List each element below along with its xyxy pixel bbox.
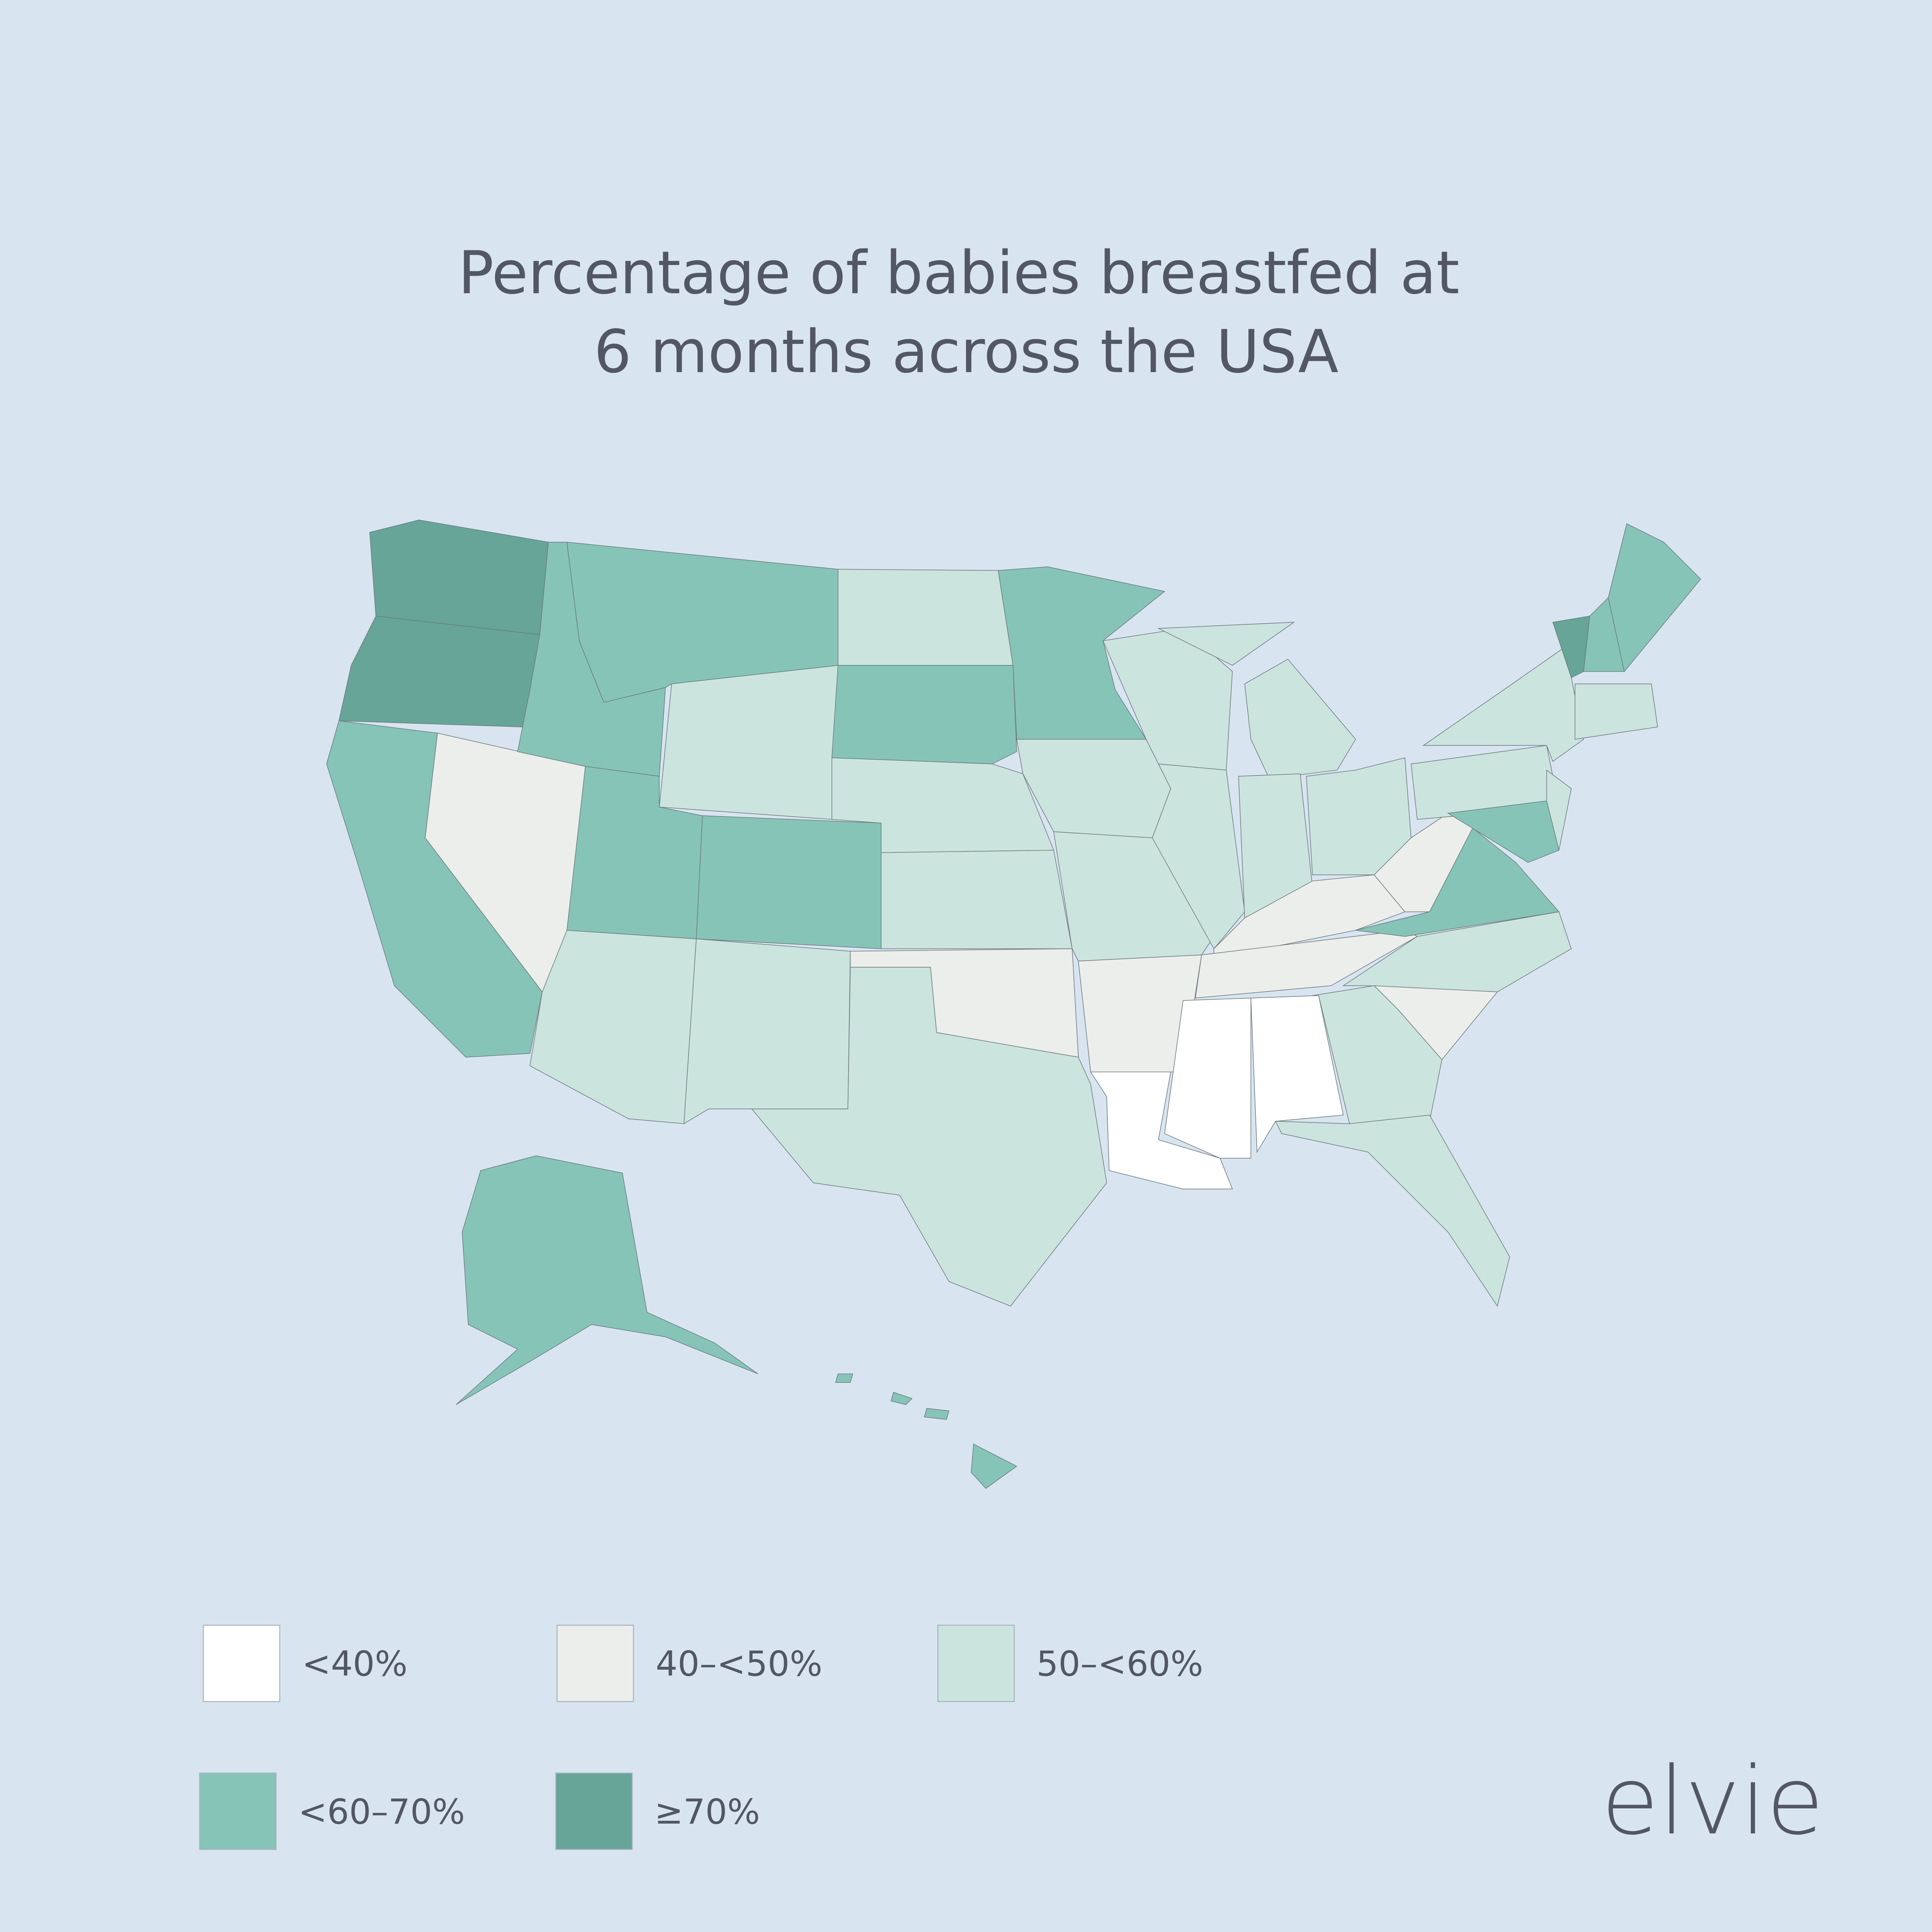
state-region [1195,930,1418,998]
state-region [881,850,1073,949]
state-region [1164,998,1252,1159]
state-region [924,1408,949,1420]
state-region [1355,827,1560,937]
state-region [1250,995,1344,1153]
state-region [338,616,540,728]
legend-label: <40% [302,1644,407,1684]
state-region [751,967,1107,1307]
state-region [1275,1114,1510,1307]
legend-swatch [202,1624,281,1702]
state-region [1422,646,1584,762]
state-region [1546,769,1572,850]
state-region [1575,683,1658,740]
legend-swatch [199,1772,277,1850]
legend-swatch [937,1624,1015,1702]
state-region [838,569,1014,666]
state-region [1312,985,1442,1124]
legend-label: 50–<60% [1036,1644,1203,1684]
state-region [1157,622,1295,666]
state-region [998,566,1165,740]
us-map [326,519,1701,1489]
state-region [971,1443,1017,1489]
legend-label: <60–70% [298,1792,465,1832]
state-region [696,815,882,949]
legend: <40% 40–<50% 50–<60% <60–70% ≥70% [199,1624,1203,1850]
state-region [1090,1071,1233,1189]
state-region [1608,523,1701,672]
state-region [659,665,838,820]
state-region [684,938,851,1124]
state-region [835,1373,854,1383]
state-region [1244,658,1356,779]
title-line: 6 months across the USA [594,318,1338,386]
state-region [890,1392,913,1405]
title-line: Percentage of babies breastfed at [458,239,1459,308]
legend-swatch [555,1772,633,1850]
state-region [832,665,1017,764]
legend-label: ≥70% [655,1792,760,1832]
state-region [456,1155,758,1405]
legend-label: 40–<50% [656,1644,823,1684]
brand-logo: elvie [1601,1747,1824,1856]
legend-swatch [556,1624,634,1702]
